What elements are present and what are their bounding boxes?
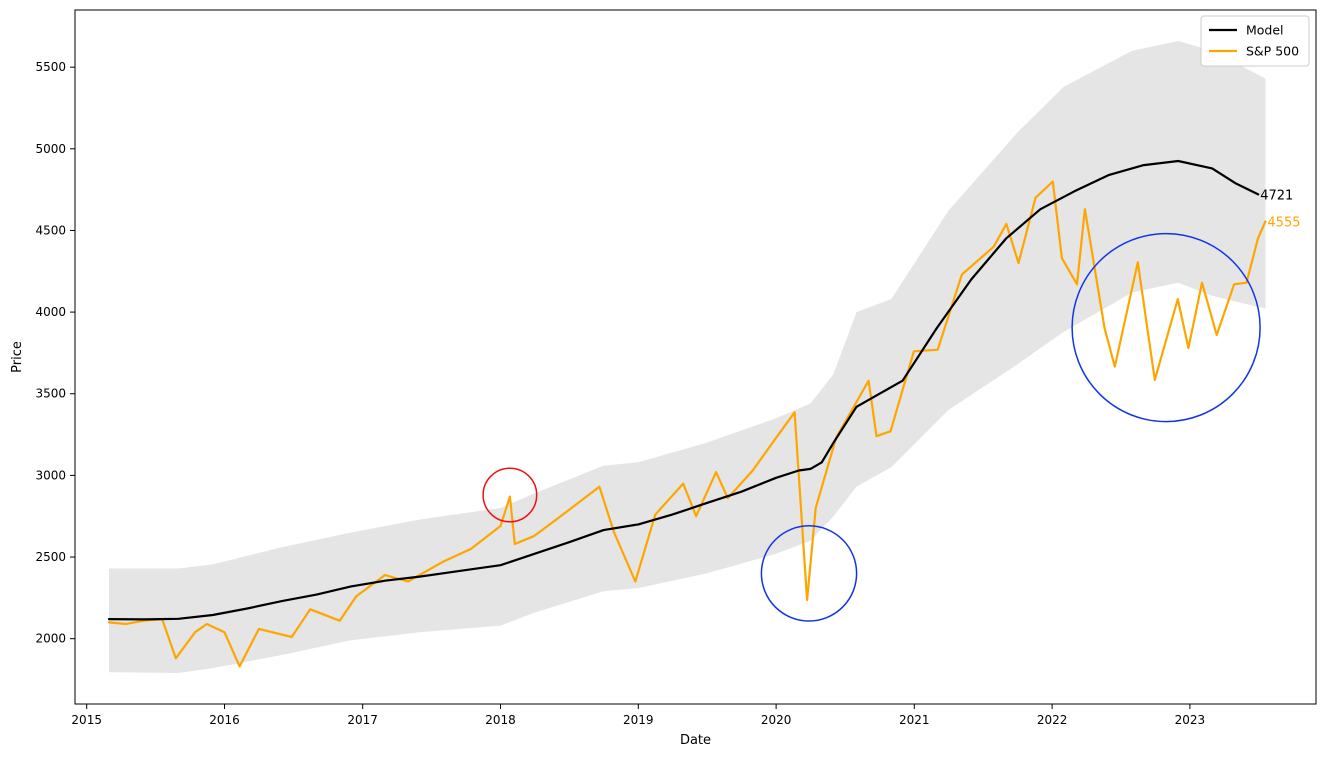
confidence-band-layer — [109, 41, 1266, 673]
y-axis-title: Price — [10, 341, 25, 373]
y-tick-label: 2500 — [35, 550, 66, 564]
end-labels: 4721 4555 — [1260, 188, 1300, 230]
annotation-circle-1 — [482, 467, 538, 523]
annotation-circle-3 — [1071, 232, 1261, 423]
x-tick-label: 2017 — [347, 713, 378, 727]
x-tick-label: 2022 — [1037, 713, 1068, 727]
model-end-label: 4721 — [1260, 188, 1293, 203]
y-tick-label: 5500 — [35, 60, 66, 74]
y-tick-label: 3000 — [35, 468, 66, 482]
x-tick-label: 2021 — [899, 713, 930, 727]
x-tick-label: 2023 — [1175, 713, 1206, 727]
series-layer — [107, 159, 1267, 668]
legend-label: Model — [1246, 23, 1284, 38]
x-tick-label: 2018 — [485, 713, 516, 727]
sp500-end-label: 4555 — [1267, 215, 1300, 230]
y-tick-label: 5000 — [35, 142, 66, 156]
y-tick-label: 4500 — [35, 223, 66, 237]
annotation-layer — [482, 232, 1261, 622]
confidence-band — [109, 41, 1266, 673]
sp500-series-line — [107, 180, 1267, 668]
legend-label: S&P 500 — [1246, 44, 1299, 59]
x-axis-title: Date — [680, 733, 711, 748]
plot-frame — [74, 9, 1317, 705]
x-tick-label: 2020 — [761, 713, 792, 727]
x-tick-label: 2019 — [623, 713, 654, 727]
x-tick-label: 2016 — [209, 713, 240, 727]
y-tick-label: 4000 — [35, 305, 66, 319]
y-axis: 2000 2500 3000 3500 4000 4500 5000 5500 — [35, 60, 75, 646]
y-tick-label: 2000 — [35, 632, 66, 646]
legend: Model S&P 500 — [1200, 15, 1310, 67]
legend-box — [1200, 15, 1310, 67]
y-tick-label: 3500 — [35, 387, 66, 401]
model-series-line — [107, 159, 1260, 621]
annotation-circle-2 — [760, 525, 858, 622]
x-axis: 2015 2016 2017 2018 2019 2020 2021 2022 2023 — [71, 704, 1205, 727]
x-tick-label: 2015 — [71, 713, 102, 727]
